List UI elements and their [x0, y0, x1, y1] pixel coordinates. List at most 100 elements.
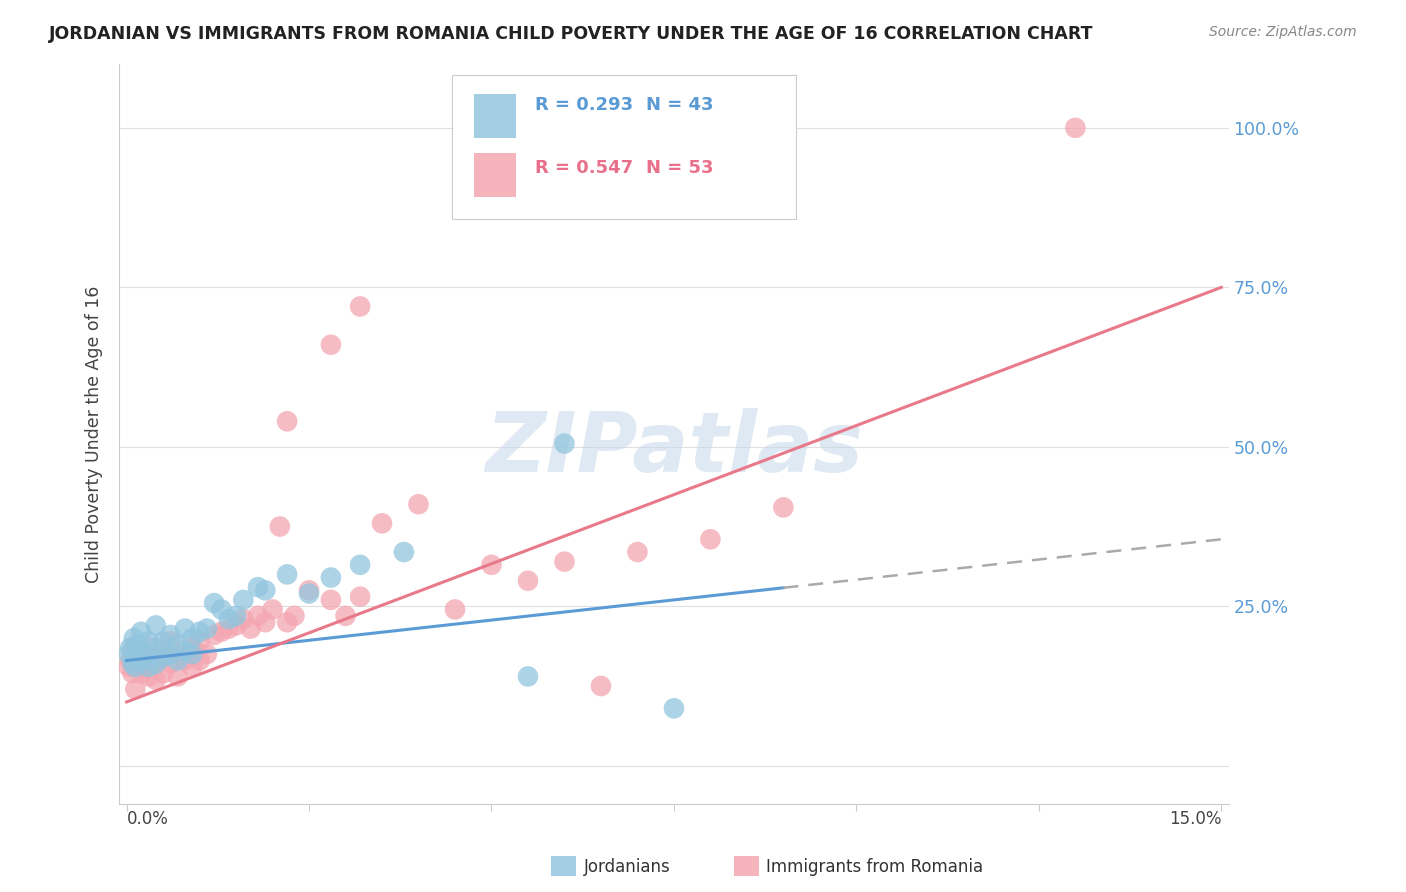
- Point: [225, 618, 247, 632]
- Point: [699, 533, 721, 547]
- Point: [166, 647, 188, 661]
- Point: [181, 640, 204, 655]
- Point: [202, 628, 225, 642]
- Point: [589, 679, 612, 693]
- Point: [174, 644, 197, 658]
- Point: [349, 590, 371, 604]
- Point: [124, 660, 146, 674]
- Point: [127, 647, 149, 661]
- Point: [138, 660, 160, 674]
- Point: [145, 640, 167, 655]
- Point: [276, 615, 298, 630]
- Point: [188, 624, 211, 639]
- Point: [127, 638, 149, 652]
- Point: [349, 300, 371, 314]
- Point: [772, 500, 794, 515]
- Text: Source: ZipAtlas.com: Source: ZipAtlas.com: [1209, 25, 1357, 39]
- Point: [298, 586, 321, 600]
- Point: [159, 634, 181, 648]
- Point: [371, 516, 394, 531]
- Point: [138, 640, 160, 655]
- Point: [298, 583, 321, 598]
- Point: [152, 650, 174, 665]
- Point: [145, 618, 167, 632]
- Point: [481, 558, 503, 572]
- Point: [319, 337, 342, 351]
- Point: [145, 657, 167, 671]
- Point: [166, 669, 188, 683]
- Point: [335, 608, 357, 623]
- Point: [166, 638, 188, 652]
- Text: R = 0.547: R = 0.547: [536, 159, 634, 177]
- Text: N = 43: N = 43: [647, 95, 714, 114]
- Point: [120, 653, 142, 667]
- Point: [349, 558, 371, 572]
- Point: [211, 624, 233, 639]
- Text: ZIPatlas: ZIPatlas: [485, 409, 863, 490]
- Point: [174, 653, 197, 667]
- Point: [122, 650, 145, 665]
- Point: [626, 545, 648, 559]
- Point: [553, 555, 575, 569]
- Point: [138, 669, 160, 683]
- Point: [276, 567, 298, 582]
- Point: [319, 593, 342, 607]
- Point: [517, 574, 540, 588]
- FancyBboxPatch shape: [474, 94, 516, 138]
- Point: [129, 666, 152, 681]
- Point: [225, 608, 247, 623]
- Point: [195, 622, 218, 636]
- Point: [239, 622, 262, 636]
- Point: [218, 612, 240, 626]
- Point: [181, 647, 204, 661]
- Point: [517, 669, 540, 683]
- Point: [254, 615, 277, 630]
- Point: [118, 660, 141, 674]
- Point: [129, 644, 152, 658]
- Y-axis label: Child Poverty Under the Age of 16: Child Poverty Under the Age of 16: [86, 285, 103, 582]
- Text: Immigrants from Romania: Immigrants from Romania: [766, 858, 983, 876]
- Point: [262, 602, 284, 616]
- Point: [121, 666, 143, 681]
- Point: [122, 631, 145, 645]
- Point: [195, 647, 218, 661]
- Point: [145, 673, 167, 687]
- Point: [188, 634, 211, 648]
- Point: [319, 570, 342, 584]
- Point: [408, 497, 430, 511]
- Point: [211, 602, 233, 616]
- Point: [122, 640, 145, 655]
- Point: [181, 660, 204, 674]
- Point: [1064, 120, 1087, 135]
- Text: R = 0.293: R = 0.293: [536, 95, 634, 114]
- Point: [202, 596, 225, 610]
- Point: [254, 583, 277, 598]
- Point: [232, 612, 254, 626]
- FancyBboxPatch shape: [453, 75, 796, 219]
- Point: [118, 647, 141, 661]
- Point: [124, 682, 146, 697]
- Point: [152, 647, 174, 661]
- Point: [159, 647, 181, 661]
- Text: Jordanians: Jordanians: [583, 858, 671, 876]
- Point: [188, 653, 211, 667]
- Point: [138, 650, 160, 665]
- Point: [121, 657, 143, 671]
- Point: [246, 580, 269, 594]
- Point: [138, 660, 160, 674]
- Point: [120, 640, 142, 655]
- Text: 0.0%: 0.0%: [127, 811, 169, 829]
- Point: [174, 622, 197, 636]
- Point: [181, 631, 204, 645]
- Point: [145, 653, 167, 667]
- Point: [662, 701, 685, 715]
- Point: [444, 602, 467, 616]
- Text: JORDANIAN VS IMMIGRANTS FROM ROMANIA CHILD POVERTY UNDER THE AGE OF 16 CORRELATI: JORDANIAN VS IMMIGRANTS FROM ROMANIA CHI…: [49, 25, 1094, 43]
- Point: [152, 666, 174, 681]
- Point: [129, 624, 152, 639]
- Point: [392, 545, 415, 559]
- Point: [152, 634, 174, 648]
- Point: [218, 622, 240, 636]
- Point: [129, 653, 152, 667]
- Point: [246, 608, 269, 623]
